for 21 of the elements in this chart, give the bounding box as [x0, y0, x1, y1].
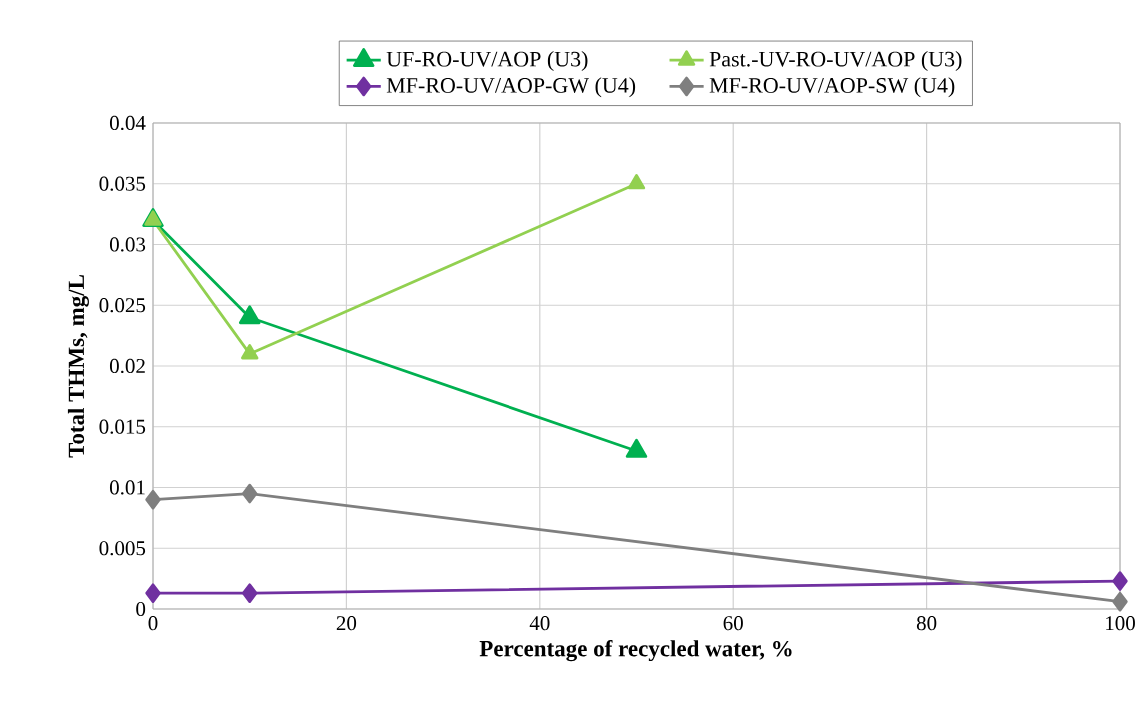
x-tick-label: 20 — [336, 616, 357, 631]
legend-label: MF-RO-UV/AOP-GW (U4) — [386, 77, 636, 98]
legend-label: Past.-UV-RO-UV/AOP (U3) — [709, 51, 962, 71]
x-tick-label: 60 — [723, 616, 743, 631]
y-tick-label: 0.005 — [99, 541, 146, 556]
y-tick-label: 0.02 — [109, 358, 145, 374]
x-tick-label: 80 — [916, 616, 937, 631]
y-tick-label: 0.01 — [109, 480, 145, 495]
y-tick-label: 0.03 — [109, 237, 146, 252]
x-tick-label: 0 — [148, 616, 158, 631]
legend-label: UF-RO-UV/AOP (U3) — [386, 51, 588, 71]
y-axis-title: Total THMs, mg/L — [67, 275, 89, 458]
y-tick-label: 0.015 — [99, 419, 146, 434]
x-tick-label: 100 — [1106, 616, 1135, 631]
x-tick-label: 40 — [529, 616, 550, 631]
y-tick-label: 0.04 — [109, 115, 146, 131]
x-axis-title: Percentage of recycled water, % — [479, 639, 792, 662]
y-tick-label: 0.035 — [99, 176, 146, 191]
y-tick-label: 0 — [136, 601, 146, 617]
legend-label: MF-RO-UV/AOP-SW (U4) — [709, 77, 955, 98]
y-tick-label: 0.025 — [99, 298, 146, 313]
